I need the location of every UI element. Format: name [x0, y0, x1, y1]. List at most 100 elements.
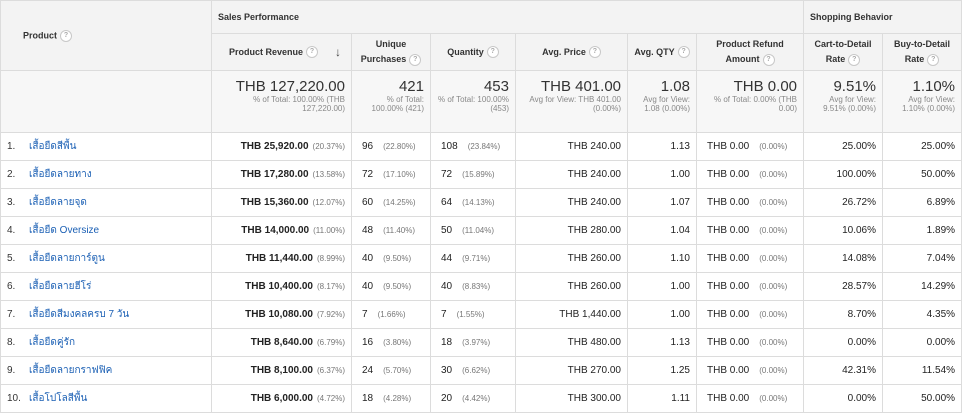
buy-to-detail-cell: 4.35%: [882, 300, 962, 329]
help-icon[interactable]: ?: [677, 46, 690, 59]
sales-performance-group-header: Sales Performance: [210, 0, 805, 34]
product-link[interactable]: เสื้อยืด Oversize: [29, 225, 100, 236]
quantity-cell: 44 (9.71%): [430, 244, 516, 273]
product-link[interactable]: เสื้อยืดลายฮีโร่: [29, 281, 92, 292]
revenue-value: THB 6,000.00: [250, 393, 313, 404]
shopping-behavior-group-header: Shopping Behavior: [803, 0, 962, 34]
avg-qty-cell: 1.11: [627, 384, 697, 413]
help-icon[interactable]: ?: [848, 53, 861, 66]
help-icon[interactable]: ?: [60, 29, 73, 42]
total-avg-price-value: THB 401.00: [540, 78, 621, 95]
product-link[interactable]: เสื้อยืดคู่รัก: [29, 337, 75, 348]
product-revenue-label: Product Revenue: [228, 46, 304, 57]
quantity-cell: 72 (15.89%): [430, 160, 516, 189]
table-row: 10. เสื้อโปโลสีพื้น THB 6,000.00 (4.72%) 1…: [0, 384, 962, 413]
revenue-value: THB 10,080.00: [245, 309, 313, 320]
unique-purchases-cell: 40 (9.50%): [351, 244, 431, 273]
quantity-percent: (14.13%): [462, 198, 495, 207]
buy-to-detail-column-header[interactable]: Buy-to-Detail Rate?: [882, 33, 962, 71]
sort-descending-icon[interactable]: ↓: [335, 44, 341, 59]
refund-cell: THB 0.00 (0.00%): [695, 384, 805, 413]
unique-purchases-value: 48: [362, 225, 374, 236]
help-icon[interactable]: ?: [409, 53, 422, 66]
help-icon[interactable]: ?: [306, 46, 319, 59]
refund-value: THB 0.00: [707, 141, 750, 152]
refund-value: THB 0.00: [707, 281, 750, 292]
revenue-percent: (8.99%): [316, 254, 345, 263]
quantity-column-header[interactable]: Quantity?: [430, 33, 516, 71]
total-avg-qty-value: 1.08: [660, 78, 690, 95]
revenue-value: THB 17,280.00: [240, 169, 309, 180]
avg-price-cell: THB 270.00: [515, 356, 628, 385]
unique-purchases-cell: 60 (14.25%): [351, 188, 431, 217]
unique-purchases-percent: (11.40%): [383, 226, 415, 235]
avg-price-cell: THB 480.00: [515, 328, 628, 357]
row-number: 10.: [7, 393, 21, 404]
product-link[interactable]: เสื้อยืดสีมงคลครบ 7 วัน: [29, 309, 130, 320]
quantity-value: 64: [441, 197, 453, 208]
product-link[interactable]: เสื้อยืดลายทาง: [29, 169, 92, 180]
product-cell: 2. เสื้อยืดลายทาง: [0, 160, 212, 189]
product-link[interactable]: เสื้อยืดลายจุด: [29, 197, 87, 208]
total-refund-cell: THB 0.00% of Total: 0.00% (THB 0.00): [695, 70, 805, 133]
table-row: 5. เสื้อยืดลายการ์ตูน THB 11,440.00 (8.99%…: [0, 244, 962, 273]
quantity-cell: 7 (1.55%): [430, 300, 516, 329]
help-icon[interactable]: ?: [927, 53, 940, 66]
total-quantity-subtext: % of Total: 100.00% (453): [437, 95, 509, 113]
unique-purchases-cell: 24 (5.70%): [351, 356, 431, 385]
total-unique-value: 421: [398, 78, 424, 95]
total-avg-price-cell: THB 401.00 Avg for View: THB 401.00 (0.00…: [515, 70, 628, 133]
avg-price-cell: THB 240.00: [515, 188, 628, 217]
product-revenue-column-header[interactable]: Product Revenue? ↓: [211, 33, 352, 71]
quantity-cell: 20 (4.42%): [430, 384, 516, 413]
revenue-percent: (6.79%): [316, 338, 345, 347]
refund-percent: (0.00%): [759, 338, 788, 347]
help-icon[interactable]: ?: [486, 46, 499, 59]
refund-value: THB 0.00: [707, 197, 750, 208]
refund-value: THB 0.00: [707, 365, 750, 376]
row-number: 5.: [7, 253, 16, 264]
total-avg-price-subtext: Avg for View: THB 401.00 (0.00%): [529, 95, 621, 113]
product-link[interactable]: เสื้อยืดลายกราฟฟิค: [29, 365, 113, 376]
buy-to-detail-label-line1: Buy-to-Detail: [894, 39, 951, 49]
avg-price-cell: THB 240.00: [515, 132, 628, 161]
buy-to-detail-cell: 7.04%: [882, 244, 962, 273]
refund-cell: THB 0.00 (0.00%): [695, 216, 805, 245]
buy-to-detail-cell: 6.89%: [882, 188, 962, 217]
revenue-cell: THB 11,440.00 (8.99%): [211, 244, 352, 273]
total-buy-value: 1.10%: [912, 78, 956, 95]
avg-qty-column-header[interactable]: Avg. QTY?: [627, 33, 697, 71]
revenue-value: THB 25,920.00: [240, 141, 309, 152]
product-link[interactable]: เสื้อโปโลสีพื้น: [29, 393, 88, 404]
avg-price-column-header[interactable]: Avg. Price?: [515, 33, 628, 71]
unique-purchases-cell: 96 (22.80%): [351, 132, 431, 161]
product-refund-column-header[interactable]: Product Refund Amount?: [695, 33, 805, 71]
cart-to-detail-cell: 14.08%: [803, 244, 884, 273]
table-row: 7. เสื้อยืดสีมงคลครบ 7 วัน THB 10,080.00(…: [0, 300, 962, 329]
help-icon[interactable]: ?: [762, 53, 775, 66]
row-number: 9.: [7, 365, 16, 376]
cart-to-detail-cell: 10.06%: [803, 216, 884, 245]
unique-purchases-percent: (1.66%): [377, 310, 406, 319]
total-avg-qty-subtext: Avg for View: 1.08 (0.00%): [643, 95, 690, 113]
revenue-value: THB 15,360.00: [240, 197, 309, 208]
help-icon[interactable]: ?: [588, 46, 601, 59]
product-link[interactable]: เสื้อยืดสีพื้น: [29, 141, 77, 152]
total-cart-cell: 9.51% Avg for View: 9.51% (0.00%): [803, 70, 884, 133]
avg-price-label: Avg. Price: [542, 46, 586, 57]
refund-cell: THB 0.00 (0.00%): [695, 300, 805, 329]
product-column-header[interactable]: Product?: [0, 0, 212, 71]
quantity-percent: (6.62%): [462, 366, 491, 375]
buy-to-detail-cell: 11.54%: [882, 356, 962, 385]
avg-qty-cell: 1.10: [627, 244, 697, 273]
unique-purchases-column-header[interactable]: Unique Purchases?: [351, 33, 431, 71]
refund-percent: (0.00%): [759, 254, 788, 263]
product-link[interactable]: เสื้อยืดลายการ์ตูน: [29, 253, 105, 264]
unique-purchases-cell: 7 (1.66%): [351, 300, 431, 329]
revenue-cell: THB 17,280.00 (13.58%): [211, 160, 352, 189]
total-refund-subtext: % of Total: 0.00% (THB 0.00): [714, 95, 798, 113]
unique-purchases-value: 7: [362, 309, 368, 320]
table-row: 6. เสื้อยืดลายฮีโร่ THB 10,400.00 (8.17%) …: [0, 272, 962, 301]
cart-to-detail-column-header[interactable]: Cart-to-Detail Rate?: [803, 33, 884, 71]
